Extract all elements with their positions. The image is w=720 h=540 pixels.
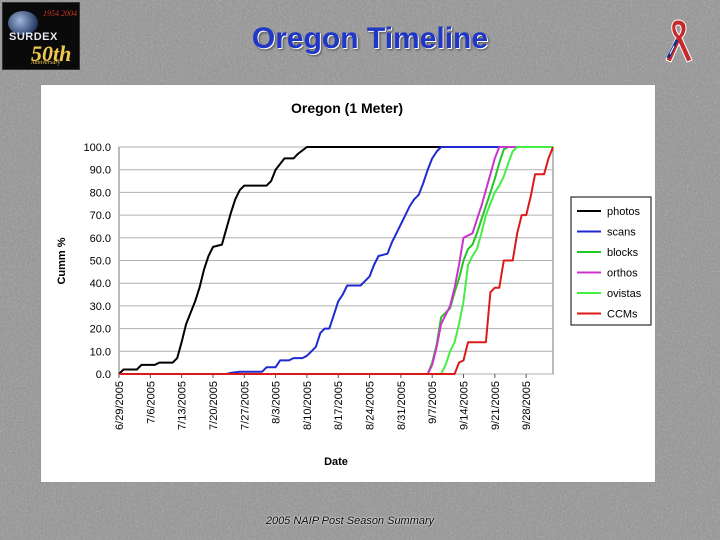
x-tick-label: 9/7/2005 <box>427 381 439 424</box>
ribbon-icon <box>665 19 693 63</box>
x-tick-label: 9/14/2005 <box>459 381 471 430</box>
y-tick-label: 10.0 <box>90 346 111 358</box>
x-tick-label: 8/31/2005 <box>396 381 408 430</box>
legend-label: blocks <box>607 247 639 259</box>
logo-anniversary: 50th <box>31 41 72 66</box>
logo-brand: SURDEX <box>9 31 58 43</box>
y-tick-label: 100.0 <box>83 142 111 154</box>
legend-label: photos <box>607 206 641 218</box>
y-tick-label: 70.0 <box>90 210 111 222</box>
y-tick-label: 20.0 <box>90 324 111 336</box>
y-axis-label: Cumm % <box>56 237 68 284</box>
y-tick-label: 50.0 <box>90 256 111 268</box>
x-tick-label: 7/20/2005 <box>208 381 220 430</box>
y-tick-label: 60.0 <box>90 233 111 245</box>
legend-label: scans <box>607 227 636 239</box>
globe-icon <box>8 11 38 35</box>
y-tick-labels: 0.0 10.0 20.0 30.0 40.0 50.0 60.0 70.0 80.0 90.0 1… <box>83 142 111 381</box>
logo-anniversary-word: Anniversary <box>31 60 61 66</box>
x-tick-label: 8/17/2005 <box>333 381 345 430</box>
x-tick-label: 6/29/2005 <box>114 381 126 430</box>
x-tick-label: 9/28/2005 <box>521 381 533 430</box>
series-line-scans <box>119 146 553 375</box>
x-tick-label: 7/13/2005 <box>177 381 189 430</box>
legend: photos scans blocks orthos ovistas CCMs <box>570 196 652 326</box>
chart-panel: Oregon (1 Meter) 0.0 10.0 20.0 30.0 40.0 50.0… <box>40 84 656 483</box>
legend-label: CCMs <box>607 309 638 321</box>
x-tick-label: 9/21/2005 <box>490 381 502 430</box>
surdex-50th-anniversary-logo: 1954 2004 SURDEX 50th Anniversary <box>2 2 80 70</box>
x-tick-label: 8/10/2005 <box>302 381 314 430</box>
series-line-ovistas <box>119 146 553 375</box>
line-chart: Oregon (1 Meter) 0.0 10.0 20.0 30.0 40.0 50.0… <box>56 100 652 468</box>
series-line-ccms <box>119 146 554 375</box>
legend-label: ovistas <box>607 288 642 300</box>
series-lines <box>118 146 554 375</box>
y-tick-label: 40.0 <box>90 278 111 290</box>
y-tick-label: 80.0 <box>90 187 111 199</box>
x-tick-label: 8/3/2005 <box>271 381 283 424</box>
x-tick-labels: 6/29/2005 7/6/2005 7/13/2005 7/20/2005 7/27/… <box>114 374 533 430</box>
x-axis-label: Date <box>324 456 348 468</box>
series-line-orthos <box>119 146 553 375</box>
x-tick-label: 8/24/2005 <box>365 381 377 430</box>
y-tick-label: 90.0 <box>90 165 111 177</box>
slide-footer: 2005 NAIP Post Season Summary <box>265 515 435 527</box>
x-tick-label: 7/6/2005 <box>145 381 157 424</box>
logo-years: 1954 2004 <box>43 9 77 18</box>
y-tick-label: 0.0 <box>96 369 111 381</box>
series-line-photos <box>118 146 553 375</box>
y-tick-label: 30.0 <box>90 301 111 313</box>
legend-box <box>570 196 652 326</box>
chart-title: Oregon (1 Meter) <box>291 100 403 116</box>
legend-label: orthos <box>607 268 638 280</box>
slide-title: Oregon Timeline <box>251 22 489 55</box>
x-tick-label: 7/27/2005 <box>239 381 251 430</box>
